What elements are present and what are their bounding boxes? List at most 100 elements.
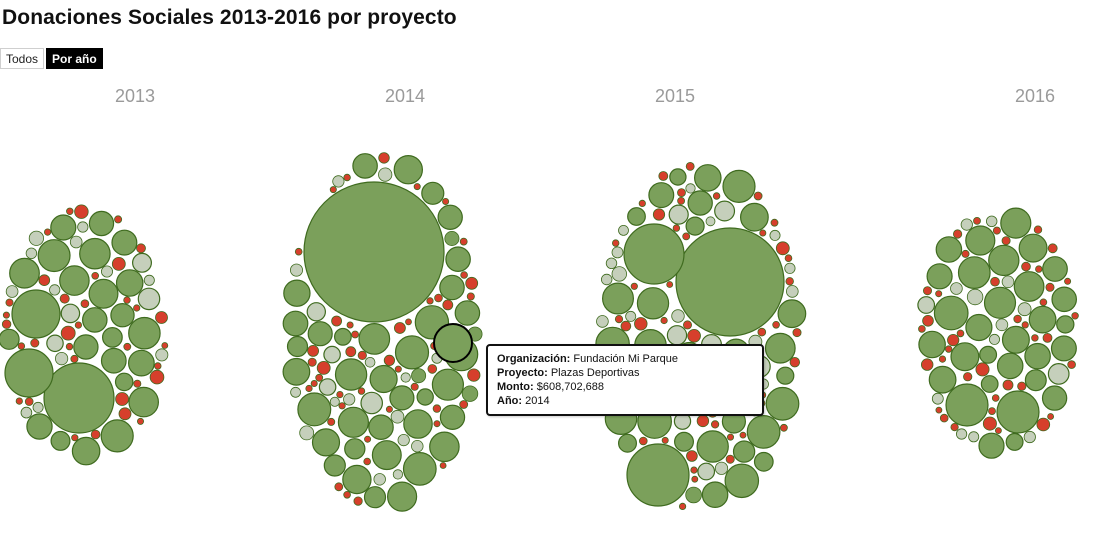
bubble-2013[interactable] [155, 311, 168, 324]
bubble-2016[interactable] [988, 407, 996, 416]
bubble-2015[interactable] [705, 216, 716, 227]
bubble-2015[interactable] [753, 451, 774, 472]
bubble-2013[interactable] [4, 348, 54, 398]
bubble-2013[interactable] [114, 372, 134, 392]
bubble-2014[interactable] [403, 409, 433, 439]
bubble-2015[interactable] [784, 262, 796, 274]
bubble-2013[interactable] [50, 430, 71, 451]
bubble-2015[interactable] [596, 315, 609, 328]
bubble-2016[interactable] [1050, 335, 1077, 362]
bubble-2013[interactable] [46, 334, 64, 353]
bubble-2015[interactable] [687, 328, 701, 343]
bubble-2013[interactable] [25, 247, 38, 260]
bubble-2013[interactable] [65, 342, 74, 351]
bubble-2014[interactable] [364, 356, 376, 368]
bubble-2014[interactable] [432, 404, 442, 413]
bubble-2013[interactable] [50, 214, 77, 241]
bubble-2013[interactable] [127, 349, 155, 377]
bubble-2016[interactable] [1036, 417, 1051, 432]
bubble-2016[interactable] [1042, 332, 1053, 343]
bubble-2013[interactable] [161, 342, 169, 349]
bubble-2013[interactable] [15, 397, 23, 405]
bubble-2016[interactable] [978, 432, 1005, 459]
bubble-2016[interactable] [933, 295, 969, 331]
bubble-2013[interactable] [123, 296, 131, 304]
bubble-2015[interactable] [789, 357, 801, 368]
bubble-2015[interactable] [666, 281, 674, 288]
bubble-2013[interactable] [111, 229, 138, 256]
bubble-2014[interactable] [343, 393, 356, 406]
bubble-2015[interactable] [696, 430, 729, 463]
bubble-2015[interactable] [685, 486, 702, 504]
bubble-2015[interactable] [732, 440, 756, 463]
bubble-2016[interactable] [935, 236, 963, 263]
bubble-2016[interactable] [980, 375, 999, 393]
bubble-2013[interactable] [28, 230, 45, 246]
bubble-2014[interactable] [331, 315, 343, 327]
bubble-2014[interactable] [323, 345, 341, 364]
bubble-2015[interactable] [746, 415, 781, 449]
bubble-2014[interactable] [290, 386, 302, 398]
bubble-2013[interactable] [24, 397, 34, 406]
bubble-2015[interactable] [724, 463, 760, 499]
bubble-2014[interactable] [352, 153, 378, 179]
bubble-2013[interactable] [114, 215, 123, 224]
bubble-2016[interactable] [1045, 282, 1055, 292]
bubble-2013[interactable] [20, 406, 33, 419]
bubble-2014[interactable] [334, 358, 368, 391]
bubble-2016[interactable] [1005, 432, 1024, 451]
bubble-2014[interactable] [413, 183, 421, 191]
bubble-2014[interactable] [303, 181, 445, 323]
bubble-2016[interactable] [928, 365, 957, 394]
bubble-2013[interactable] [123, 342, 132, 351]
bubble-2015[interactable] [617, 433, 637, 453]
bubble-2015[interactable] [739, 431, 747, 439]
bubble-2015[interactable] [671, 309, 685, 323]
bubble-2016[interactable] [931, 392, 944, 405]
bubble-2015[interactable] [623, 223, 685, 285]
bubble-2015[interactable] [710, 420, 720, 429]
bubble-2016[interactable] [1017, 302, 1032, 317]
bubble-2014[interactable] [433, 420, 441, 428]
bubble-2013[interactable] [111, 256, 126, 271]
bubble-2014[interactable] [465, 276, 479, 290]
bubble-2014[interactable] [394, 335, 430, 370]
bubble-2013[interactable] [77, 221, 89, 233]
bubble-2016[interactable] [989, 333, 1001, 345]
bubble-2014[interactable] [387, 481, 418, 512]
bubble-2013[interactable] [71, 436, 101, 466]
bubble-2016[interactable] [960, 218, 973, 231]
bubble-2014[interactable] [299, 425, 315, 441]
bubble-2014[interactable] [305, 384, 313, 393]
bubble-2015[interactable] [712, 192, 721, 200]
bubble-2014[interactable] [343, 173, 351, 182]
bubble-2014[interactable] [316, 360, 331, 375]
bubble-2013[interactable] [60, 303, 81, 324]
bubble-2014[interactable] [385, 405, 393, 413]
bubble-2016[interactable] [926, 263, 953, 290]
bubble-2015[interactable] [696, 414, 710, 428]
bubble-2014[interactable] [329, 186, 337, 194]
bubble-2016[interactable] [991, 394, 1000, 402]
bubble-2014[interactable] [351, 330, 360, 339]
bubble-2015[interactable] [686, 450, 698, 462]
bubble-2013[interactable] [137, 287, 161, 311]
bubble-2013[interactable] [9, 257, 40, 289]
bubble-2013[interactable] [79, 237, 111, 270]
bubble-2013[interactable] [2, 311, 10, 319]
bubble-2016[interactable] [945, 345, 953, 353]
bubble-2014[interactable] [369, 364, 398, 394]
bubble-2014[interactable] [378, 152, 390, 164]
bubble-2014[interactable] [357, 387, 366, 395]
bubble-2014[interactable] [360, 391, 383, 415]
bubble-2014[interactable] [353, 496, 363, 506]
bubble-2015[interactable] [753, 191, 763, 201]
bubble-2016[interactable] [938, 355, 947, 363]
bubble-2016[interactable] [1039, 298, 1048, 307]
bubble-2014[interactable] [368, 414, 394, 440]
bubble-2013[interactable] [133, 379, 142, 388]
bubble-2016[interactable] [1024, 369, 1047, 392]
bubble-2013[interactable] [128, 316, 161, 350]
bubble-2015[interactable] [784, 254, 793, 263]
bubble-2015[interactable] [611, 266, 628, 282]
